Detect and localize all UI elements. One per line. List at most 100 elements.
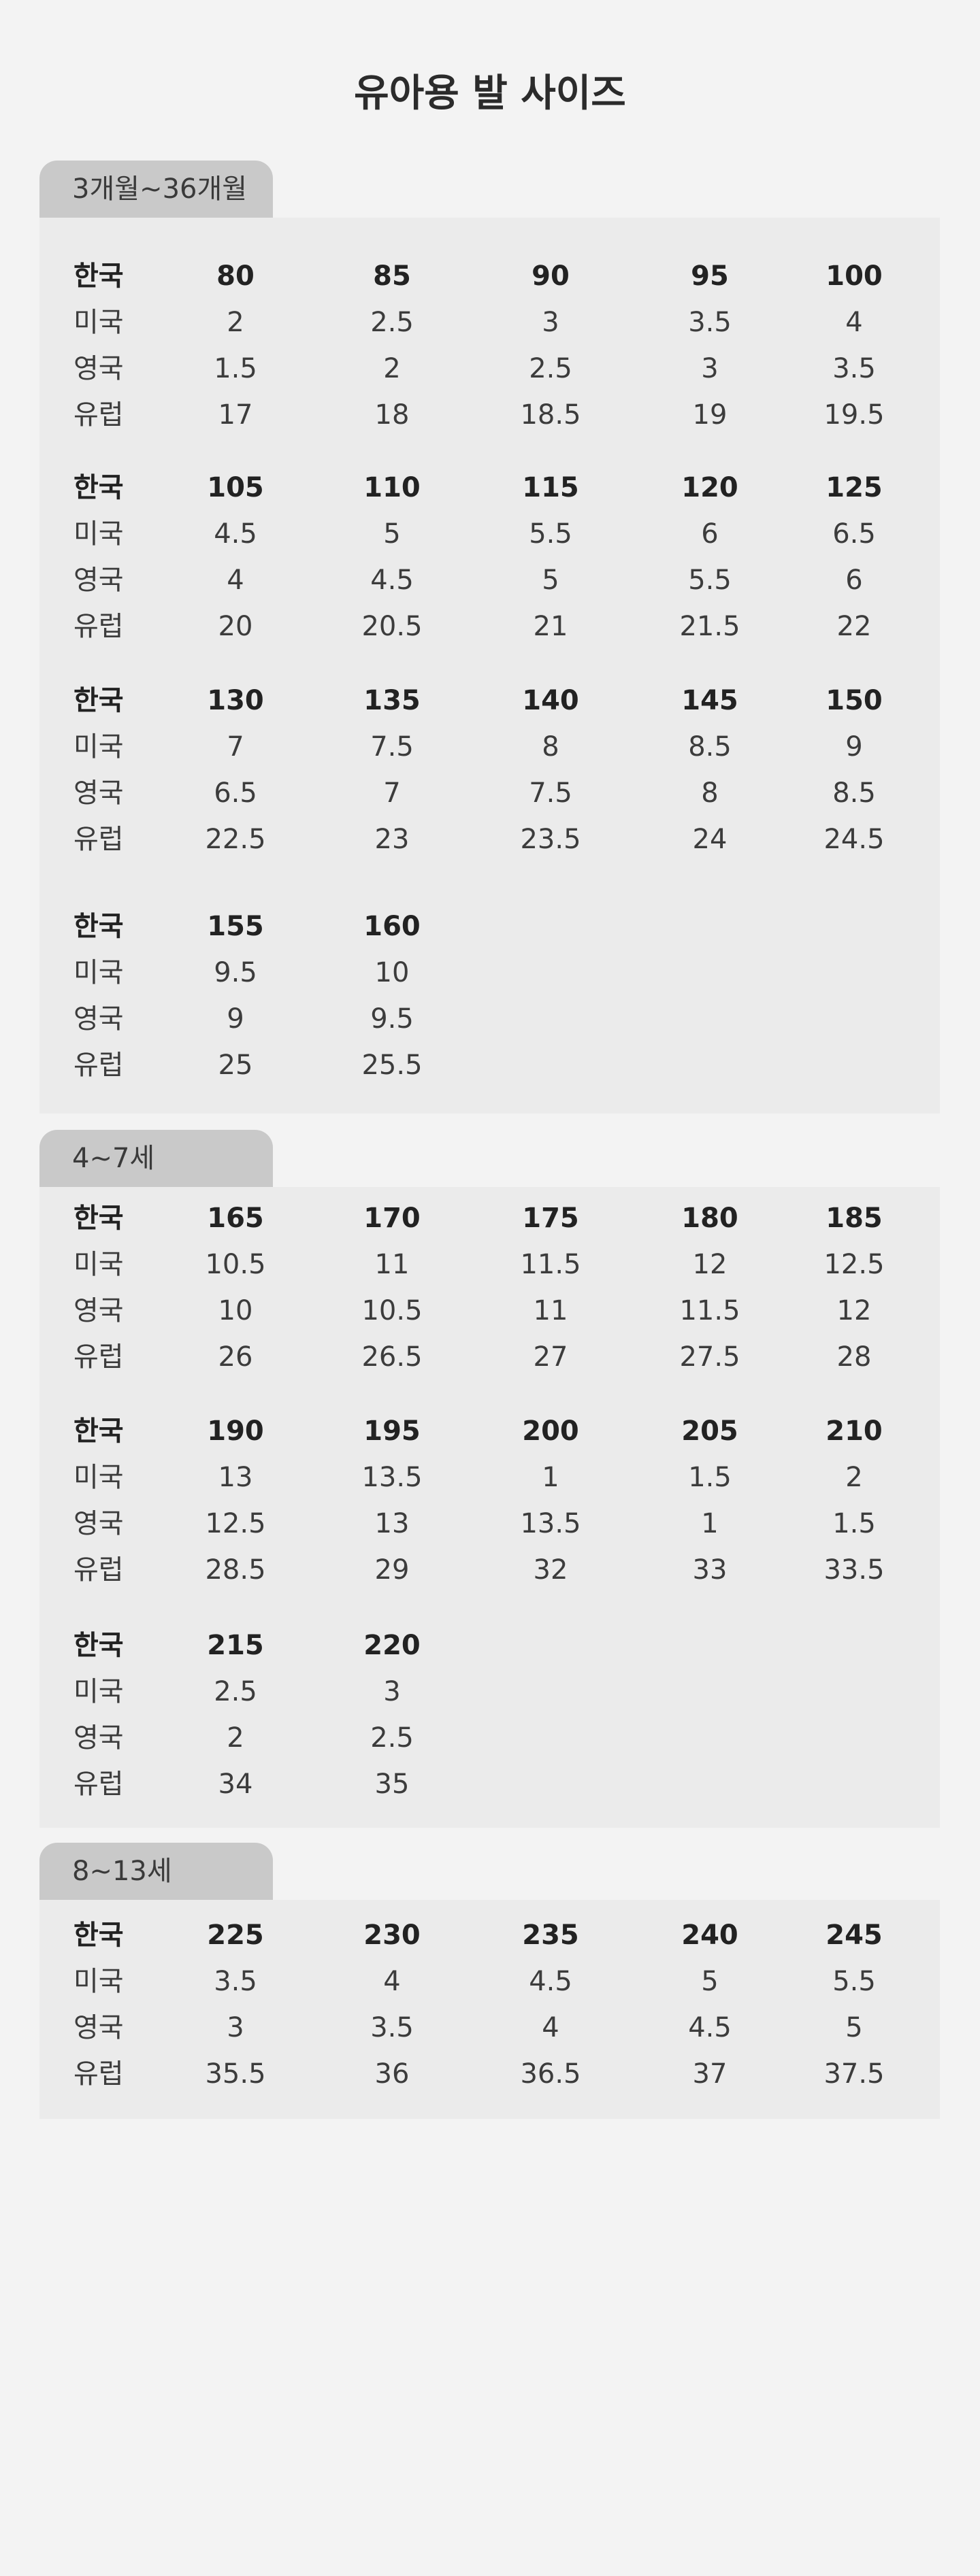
size-cell: 165	[207, 1203, 264, 1234]
size-cell: 9.5	[214, 957, 257, 988]
size-table-panel: 한국 80 85 90 95 100 미국 2 2.5 3 3.5 4 영국 1…	[39, 218, 940, 1114]
size-cell: 7	[383, 777, 401, 809]
size-cell: 145	[681, 685, 738, 716]
size-cell: 37	[692, 2058, 728, 2090]
size-cell: 3	[542, 307, 559, 338]
size-cell: 11	[533, 1295, 568, 1326]
size-cell: 3.5	[832, 353, 876, 384]
size-cell: 235	[522, 1920, 579, 1951]
size-cell: 4	[383, 1966, 401, 1997]
size-cell: 22	[836, 611, 872, 642]
size-cell: 2	[845, 1462, 863, 1493]
size-row-usa: 미국 4.5 5 5.5 6 6.5	[39, 511, 940, 557]
row-label: 미국	[74, 1966, 124, 1997]
size-row-usa: 미국 10.5 11 11.5 12 12.5	[39, 1241, 940, 1288]
size-cell: 5	[845, 2012, 863, 2043]
size-cell: 10	[218, 1295, 253, 1326]
size-cell: 190	[207, 1416, 264, 1447]
size-cell: 4	[845, 307, 863, 338]
size-cell: 5.5	[529, 518, 572, 550]
size-row-usa: 미국 7 7.5 8 8.5 9	[39, 724, 940, 770]
size-cell: 25.5	[361, 1050, 423, 1081]
size-cell: 1	[542, 1462, 559, 1493]
row-label: 한국	[74, 472, 124, 503]
size-cell: 155	[207, 911, 264, 942]
size-cell: 12.5	[823, 1249, 885, 1280]
size-cell: 220	[363, 1630, 421, 1661]
row-label: 영국	[74, 777, 124, 809]
row-label: 유럽	[74, 611, 124, 642]
size-cell: 8	[542, 731, 559, 763]
size-cell: 18	[374, 399, 410, 431]
size-cell: 85	[373, 261, 411, 292]
size-block: 한국 105 110 115 120 125 미국 4.5 5 5.5 6 6.…	[39, 465, 940, 648]
size-cell: 180	[681, 1203, 738, 1234]
size-row-europe: 유럽 17 18 18.5 19 19.5	[39, 392, 940, 438]
size-cell: 6.5	[214, 777, 257, 809]
size-row-usa: 미국 9.5 10	[39, 950, 940, 996]
size-cell: 23	[374, 824, 410, 855]
size-cell: 1.5	[832, 1508, 876, 1539]
size-cell: 110	[363, 472, 421, 503]
size-cell: 34	[218, 1769, 253, 1800]
size-cell: 27.5	[679, 1341, 740, 1373]
size-cell: 5	[701, 1966, 719, 1997]
row-label: 영국	[74, 2012, 124, 2043]
size-cell: 10	[374, 957, 410, 988]
size-row-europe: 유럽 28.5 29 32 33 33.5	[39, 1547, 940, 1593]
size-cell: 130	[207, 685, 264, 716]
size-cell: 4.5	[688, 2012, 732, 2043]
size-cell: 1.5	[688, 1462, 732, 1493]
row-label: 유럽	[74, 1554, 124, 1586]
size-row-uk: 영국 4 4.5 5 5.5 6	[39, 557, 940, 603]
size-cell: 35	[374, 1769, 410, 1800]
size-cell: 13.5	[520, 1508, 581, 1539]
size-cell: 9	[845, 731, 863, 763]
size-cell: 5.5	[832, 1966, 876, 1997]
row-label: 영국	[74, 565, 124, 596]
size-cell: 11	[374, 1249, 410, 1280]
size-cell: 12	[692, 1249, 728, 1280]
row-label: 영국	[74, 1003, 124, 1035]
row-label: 한국	[74, 1203, 124, 1234]
size-cell: 170	[363, 1203, 421, 1234]
size-cell: 8.5	[832, 777, 876, 809]
size-cell: 105	[207, 472, 264, 503]
size-cell: 2.5	[214, 1676, 257, 1707]
size-row-korea: 한국 130 135 140 145 150	[39, 678, 940, 724]
size-cell: 11.5	[520, 1249, 581, 1280]
size-cell: 90	[532, 261, 570, 292]
size-block: 한국 165 170 175 180 185 미국 10.5 11 11.5 1…	[39, 1195, 940, 1379]
size-cell: 10.5	[205, 1249, 266, 1280]
size-cell: 4.5	[214, 518, 257, 550]
row-label: 영국	[74, 1722, 124, 1754]
size-cell: 12.5	[205, 1508, 266, 1539]
size-row-uk: 영국 3 3.5 4 4.5 5	[39, 2005, 940, 2051]
size-row-uk: 영국 12.5 13 13.5 1 1.5	[39, 1501, 940, 1547]
size-cell: 150	[826, 685, 883, 716]
size-cell: 25	[218, 1050, 253, 1081]
size-cell: 37.5	[823, 2058, 885, 2090]
size-cell: 32	[533, 1554, 568, 1586]
size-cell: 36	[374, 2058, 410, 2090]
size-row-korea: 한국 190 195 200 205 210	[39, 1408, 940, 1454]
size-cell: 13	[374, 1508, 410, 1539]
size-cell: 2	[227, 1722, 244, 1754]
size-cell: 22.5	[205, 824, 266, 855]
row-label: 미국	[74, 1676, 124, 1707]
size-cell: 140	[522, 685, 579, 716]
size-row-europe: 유럽 26 26.5 27 27.5 28	[39, 1334, 940, 1380]
size-cell: 33	[692, 1554, 728, 1586]
size-cell: 240	[681, 1920, 738, 1951]
size-cell: 200	[522, 1416, 579, 1447]
section-tab: 3개월~36개월	[39, 161, 273, 218]
size-cell: 7	[227, 731, 244, 763]
size-cell: 175	[522, 1203, 579, 1234]
size-cell: 225	[207, 1920, 264, 1951]
row-label: 영국	[74, 1508, 124, 1539]
size-block: 한국 225 230 235 240 245 미국 3.5 4 4.5 5 5.…	[39, 1912, 940, 2096]
size-cell: 24	[692, 824, 728, 855]
size-cell: 2.5	[370, 307, 414, 338]
size-cell: 3	[383, 1676, 401, 1707]
size-cell: 3.5	[688, 307, 732, 338]
